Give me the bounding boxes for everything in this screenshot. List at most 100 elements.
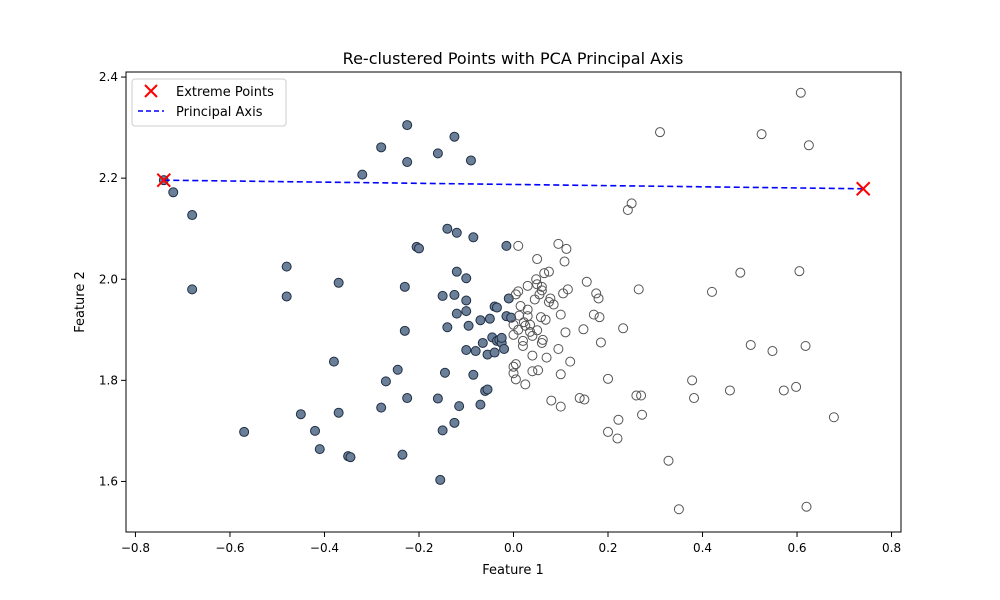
x-tick-label: 0.4 — [693, 541, 712, 555]
data-point-hollow — [654, 127, 665, 138]
x-tick-label: 0.2 — [598, 541, 617, 555]
data-point-filled — [376, 142, 387, 153]
data-point-hollow — [581, 276, 592, 287]
legend-marker-x-icon — [144, 84, 158, 98]
data-point-hollow — [603, 426, 614, 437]
principal-axis-layer — [163, 179, 864, 190]
data-point-filled — [399, 325, 410, 336]
data-point-hollow — [663, 455, 674, 466]
data-point-hollow — [527, 350, 538, 361]
extreme-points-layer — [156, 172, 871, 196]
data-point-hollow — [555, 309, 566, 320]
data-point-hollow — [593, 293, 604, 304]
data-point-hollow — [513, 240, 524, 251]
data-point-hollow — [636, 390, 647, 401]
data-point-filled — [432, 393, 443, 404]
x-tick-label: 0.8 — [882, 541, 901, 555]
data-point-hollow — [508, 368, 519, 379]
data-point-hollow — [533, 365, 544, 376]
data-point-filled — [402, 156, 413, 167]
data-point-hollow — [578, 324, 589, 335]
data-point-hollow — [522, 304, 533, 315]
data-point-hollow — [559, 256, 570, 267]
data-point-filled — [465, 155, 476, 166]
data-point-filled — [449, 131, 460, 142]
legend: Extreme Points Principal Axis — [131, 78, 287, 127]
data-point-hollow — [800, 340, 811, 351]
data-point-hollow — [555, 401, 566, 412]
data-point-filled — [376, 402, 387, 413]
data-point-filled — [314, 444, 325, 455]
data-point-hollow — [555, 369, 566, 380]
data-point-filled — [449, 289, 460, 300]
legend-label-extreme-points: Extreme Points — [176, 85, 274, 100]
data-point-filled — [281, 291, 292, 302]
data-point-filled — [168, 187, 179, 198]
data-point-hollow — [532, 325, 543, 336]
data-point-hollow — [795, 87, 806, 98]
data-point-filled — [187, 284, 198, 295]
data-point-hollow — [562, 284, 573, 295]
data-point-hollow — [794, 266, 805, 277]
data-point-hollow — [594, 312, 605, 323]
data-point-filled — [451, 227, 462, 238]
data-point-hollow — [603, 373, 614, 384]
data-point-filled — [501, 240, 512, 251]
data-point-filled — [477, 337, 488, 348]
data-point-hollow — [546, 395, 557, 406]
data-point-hollow — [791, 381, 802, 392]
data-point-hollow — [525, 319, 536, 330]
data-point-hollow — [637, 409, 648, 420]
data-point-hollow — [673, 504, 684, 515]
data-point-filled — [496, 332, 507, 343]
y-tick-label: 2.0 — [99, 272, 118, 286]
data-point-hollow — [595, 337, 606, 348]
data-point-filled — [484, 313, 495, 324]
data-point-filled — [475, 315, 486, 326]
data-point-filled — [295, 409, 306, 420]
x-axis-label: Feature 1 — [482, 563, 544, 578]
data-point-filled — [491, 302, 502, 313]
data-point-filled — [470, 346, 481, 357]
data-point-hollow — [536, 285, 547, 296]
data-point-hollow — [561, 243, 572, 254]
data-point-filled — [437, 290, 448, 301]
data-point-hollow — [510, 374, 521, 385]
y-tick-label: 2.2 — [99, 171, 118, 185]
data-point-hollow — [510, 359, 521, 370]
data-point-hollow — [689, 393, 700, 404]
data-point-hollow — [540, 314, 551, 325]
data-point-filled — [187, 210, 198, 221]
data-point-filled — [451, 266, 462, 277]
data-point-hollow — [613, 414, 624, 425]
legend-label-principal-axis: Principal Axis — [176, 105, 263, 120]
y-tick-label: 2.4 — [99, 70, 118, 84]
y-axis-ticks: 1.6 1.8 2.0 2.2 2.4 — [99, 70, 126, 488]
data-point-hollow — [531, 274, 542, 285]
data-point-hollow — [626, 198, 637, 209]
data-point-filled — [489, 347, 500, 358]
data-point-filled — [439, 367, 450, 378]
x-tick-label: 0.6 — [787, 541, 806, 555]
data-point-filled — [432, 148, 443, 159]
data-point-hollow — [803, 140, 814, 151]
data-point-filled — [333, 277, 344, 288]
data-point-filled — [451, 308, 462, 319]
extreme-point-marker — [855, 181, 871, 196]
data-point-filled — [413, 243, 424, 254]
data-point-hollow — [553, 238, 564, 249]
extreme-point-marker — [156, 172, 172, 188]
x-axis-ticks: −0.8 −0.6 −0.4 −0.2 0.0 0.2 0.4 0.6 0.8 — [121, 532, 901, 555]
data-point-hollow — [574, 393, 585, 404]
data-point-filled — [461, 306, 472, 317]
data-point-filled — [357, 169, 368, 180]
data-point-hollow — [745, 339, 756, 350]
data-point-filled — [442, 322, 453, 333]
data-point-filled — [442, 223, 453, 234]
data-point-hollow — [828, 412, 839, 423]
data-point-hollow — [631, 390, 642, 401]
legend-box — [131, 78, 287, 127]
data-point-filled — [310, 425, 321, 436]
data-point-filled — [437, 425, 448, 436]
